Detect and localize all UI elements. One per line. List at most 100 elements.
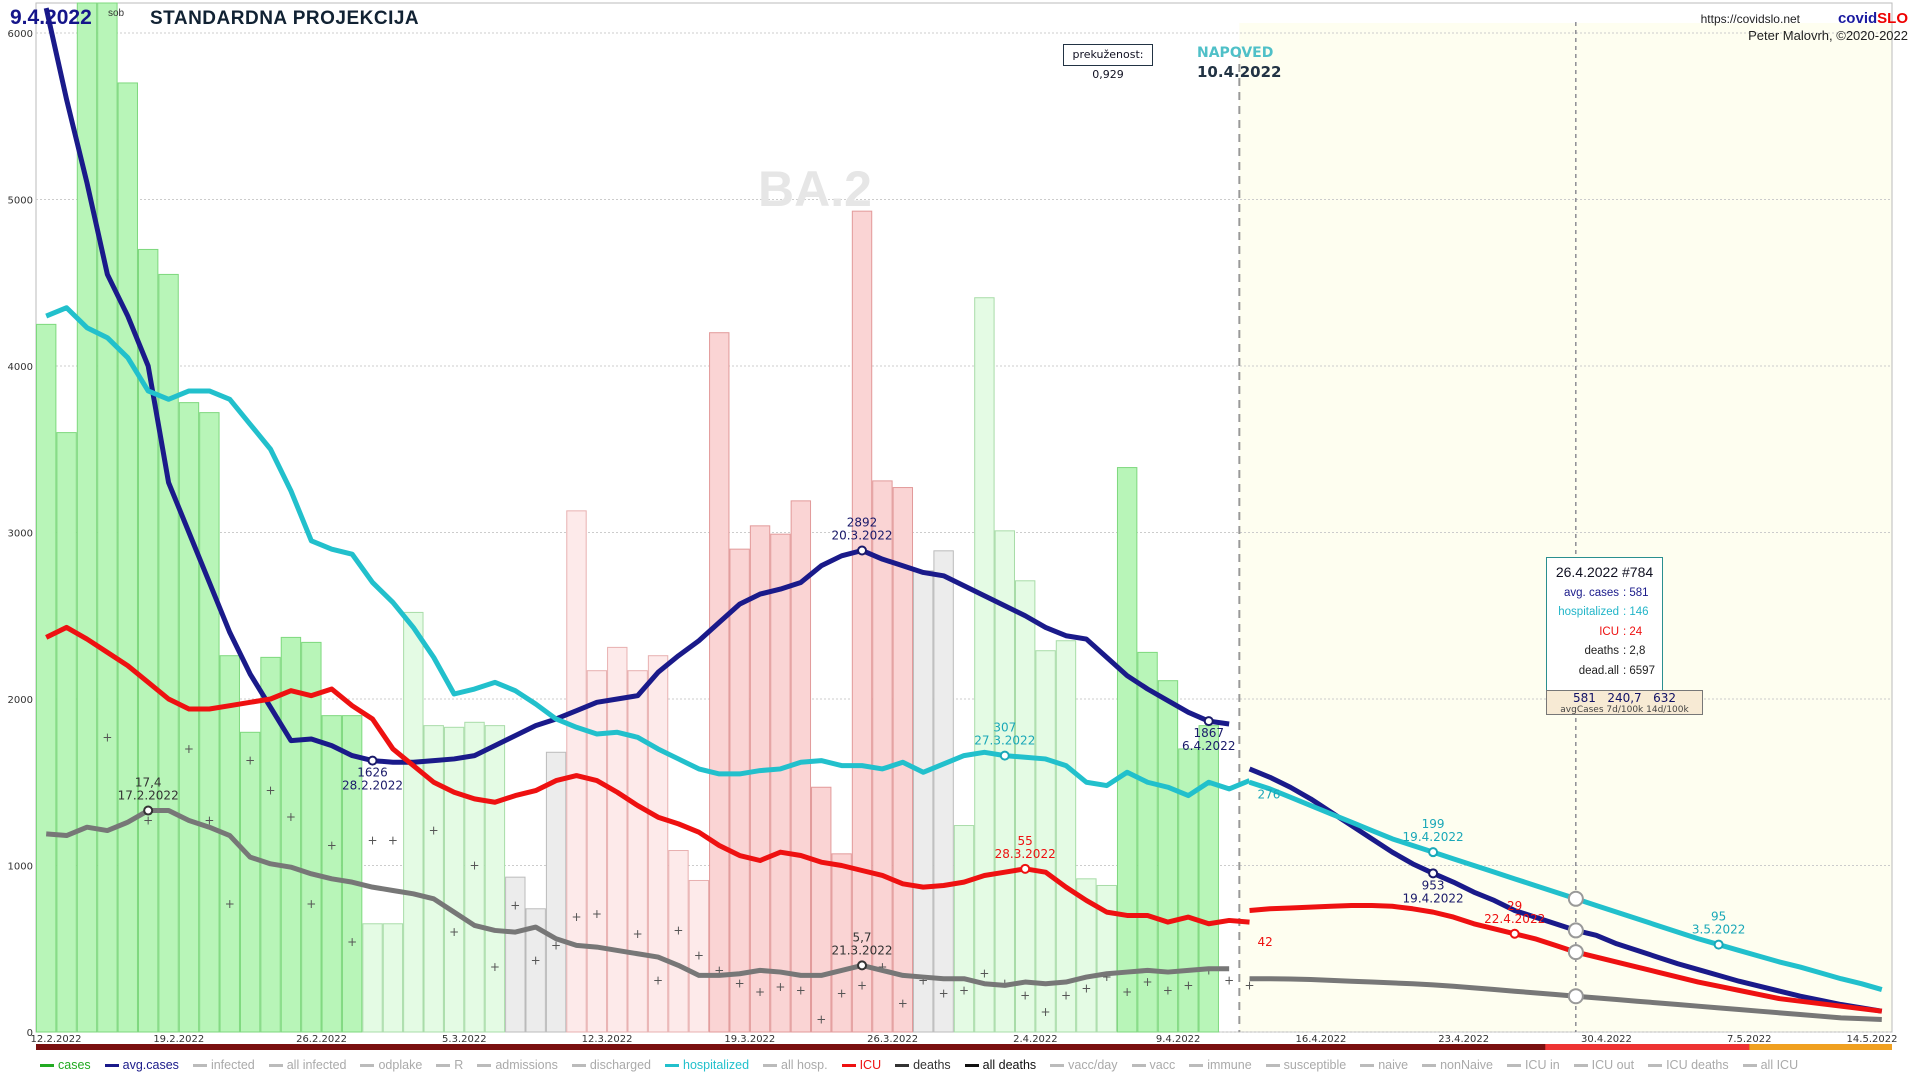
deaths-point: + [735,977,745,991]
legend-item[interactable]: discharged [571,1058,651,1072]
cases-bar [1137,651,1158,1033]
cases-bar [811,786,832,1033]
legend-swatch [477,1063,492,1067]
legend-item[interactable]: infected [192,1058,255,1072]
legend-label: cases [58,1058,91,1072]
cases-bar [974,297,995,1033]
legend-item[interactable]: all deaths [964,1058,1036,1072]
day-of-week: sob [108,8,125,19]
forecast-date: 10.4.2022 [1197,63,1282,81]
cases-bar [76,2,98,1033]
cases-bar [668,850,689,1033]
deaths-point: + [673,923,683,937]
chart-title: STANDARDNA PROJEKCIJA [150,8,420,29]
legend-item[interactable]: nonNaive [1422,1058,1493,1072]
annotation-marker [1203,716,1214,727]
deaths-point: + [939,987,949,1001]
annotation-date: 3.5.2022 [1692,923,1745,937]
annotation-date: 27.3.2022 [974,734,1035,748]
legend-item[interactable]: ICU [841,1058,881,1072]
legend-item[interactable]: all ICU [1742,1058,1798,1072]
deaths-point: + [816,1013,826,1027]
x-tick-label: 19.3.2022 [724,1034,775,1045]
cases-bar [566,510,587,1033]
brand-logo[interactable]: covidSLO [1838,10,1908,27]
deaths-point: + [469,859,479,873]
legend-item[interactable]: vacc [1131,1058,1175,1072]
deaths-point: + [571,910,581,924]
marker-point [1567,988,1584,1005]
legend-swatch [1742,1063,1757,1067]
deaths-point: + [1122,985,1132,999]
cases-bar [953,825,975,1033]
legend-label: hospitalized [683,1058,750,1072]
annotation-value: 29 [1507,899,1522,913]
annotation-date: 28.3.2022 [995,847,1056,861]
legend-item[interactable]: vacc/day [1050,1058,1118,1072]
cases-bar [382,923,404,1033]
legend-swatch [841,1063,856,1067]
deaths-point: + [225,897,235,911]
legend-item[interactable]: naive [1360,1058,1408,1072]
deaths-point: + [837,987,847,1001]
legend-item[interactable]: avg.cases [104,1058,179,1072]
forecast-region [1239,23,1892,1032]
y-tick-label: 2000 [8,695,33,706]
deaths-point: + [245,754,255,768]
site-url[interactable]: https://covidslo.net [1700,12,1800,26]
info-key: ICU [1599,625,1619,638]
x-tick-label: 26.3.2022 [867,1034,918,1045]
legend-item[interactable]: deaths [895,1058,951,1072]
legend-item[interactable]: susceptible [1265,1058,1347,1072]
legend-item[interactable]: ICU out [1573,1058,1634,1072]
legend-item[interactable]: immune [1189,1058,1252,1072]
deaths-point: + [1102,970,1112,984]
legend-item[interactable]: all hosp. [763,1058,828,1072]
annotation-marker [1020,863,1031,874]
legend-label: nonNaive [1440,1058,1493,1072]
x-axis-band-mid [1545,1044,1750,1050]
info-foot-values: 581 240,7 632 [1572,691,1677,705]
info-key: avg. cases [1564,586,1619,599]
x-tick-label: 30.4.2022 [1581,1034,1632,1045]
annotation-marker [999,750,1010,761]
info-box-title: 26.4.2022 #784 [1555,564,1654,580]
series-line-avg-cases [43,7,1230,765]
legend-item[interactable]: R [436,1058,463,1072]
cases-bar [484,725,506,1033]
cases-bar [1096,884,1117,1033]
cases-bar [403,611,424,1033]
deaths-point: + [1143,975,1153,989]
legend-label: ICU deaths [1666,1058,1729,1072]
legend-swatch [1648,1063,1663,1067]
legend-item[interactable]: odplake [360,1058,422,1072]
x-tick-label: 23.4.2022 [1438,1034,1489,1045]
cases-bar [423,725,444,1033]
deaths-point: + [184,742,194,756]
deaths-point: + [490,960,500,974]
legend-item[interactable]: ICU in [1506,1058,1560,1072]
legend-item[interactable]: ICU deaths [1648,1058,1729,1072]
x-tick-label: 12.3.2022 [582,1034,633,1045]
deaths-point: + [979,967,989,981]
series-line-hospitalized [45,305,1251,799]
legend-label: all hosp. [781,1058,828,1072]
y-tick-label: 3000 [8,529,33,540]
legend-item[interactable]: admissions [477,1058,558,1072]
legend-label: ICU in [1524,1058,1560,1072]
legend-item[interactable]: cases [40,1058,91,1072]
info-foot-caption: avgCases 7d/100k 14d/100k [1560,705,1689,715]
legend-item[interactable]: all infected [268,1058,346,1072]
legend-label: deaths [913,1058,951,1072]
info-value: : 24 [1623,625,1643,638]
fit-parameter-box[interactable]: prekuženost: 0,929 [1063,44,1153,81]
deaths-point: + [327,839,337,853]
legend-swatch [436,1063,451,1067]
cases-bar [443,726,465,1033]
legend-item[interactable]: hospitalized [665,1058,749,1072]
cases-bar [56,432,77,1033]
variant-watermark: BA.2 [758,161,872,217]
legend-label: susceptible [1283,1058,1347,1072]
legend-label: immune [1207,1058,1252,1072]
